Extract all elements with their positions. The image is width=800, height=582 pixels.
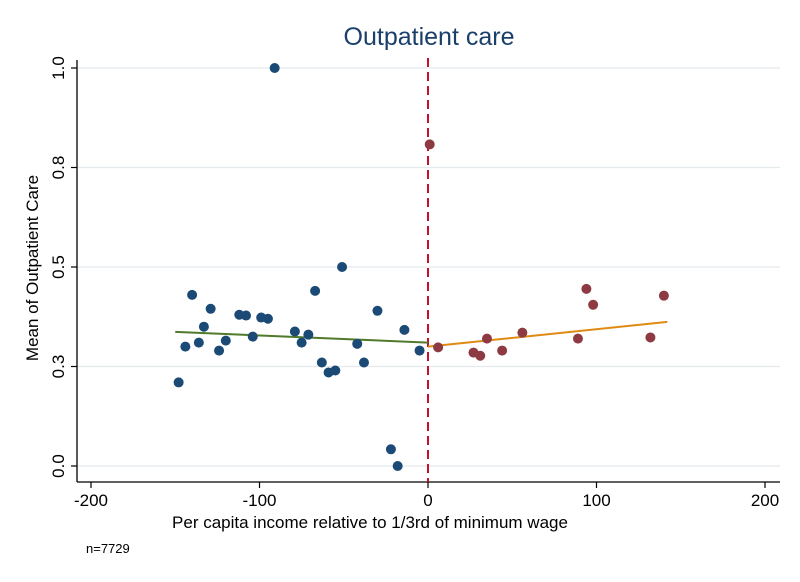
y-tick-label: 0.5 [49, 255, 68, 279]
left-data-point [352, 338, 363, 349]
y-tick-label: 0.8 [49, 156, 68, 180]
y-tick-label: 0.0 [49, 454, 68, 478]
chart-title: Outpatient care [344, 23, 515, 51]
right-data-point [424, 139, 435, 150]
left-data-point [198, 321, 209, 332]
left-data-point [296, 337, 307, 348]
left-data-point [310, 285, 321, 296]
right-data-point [658, 290, 669, 301]
left-data-point [180, 341, 191, 352]
left-data-point [372, 305, 383, 316]
left-fit-line [175, 330, 429, 344]
left-data-point [358, 357, 369, 368]
right-data-point [588, 299, 599, 310]
right-data-point [475, 350, 486, 361]
x-tick-label: -200 [74, 491, 108, 510]
sample-size-note: n=7729 [86, 541, 130, 556]
x-tick-label: 100 [582, 491, 610, 510]
right-fit-line [427, 320, 668, 348]
fit-lines [175, 320, 668, 348]
left-data-point [187, 289, 198, 300]
right-data-point [517, 327, 528, 338]
left-data-point [247, 331, 258, 342]
grid-lines [77, 67, 780, 467]
right-data-point [481, 333, 492, 344]
x-tick-label: 0 [423, 491, 432, 510]
right-data-point [645, 332, 656, 343]
right-data-point [433, 342, 444, 353]
left-data-point [205, 303, 216, 314]
right-data-point [497, 345, 508, 356]
left-data-point [241, 310, 252, 321]
left-data-point [414, 345, 425, 356]
left-data-point [214, 345, 225, 356]
left-data-point [392, 461, 403, 471]
left-data-point [337, 262, 348, 272]
left-data-point [262, 313, 273, 324]
x-tick-label: -100 [242, 491, 276, 510]
left-data-point [385, 444, 396, 455]
left-data-point [399, 324, 410, 335]
x-tick-label: 200 [751, 491, 779, 510]
left-data-point [330, 365, 341, 376]
left-data-point [303, 329, 314, 340]
left-data-point [220, 335, 231, 346]
left-data-point [269, 63, 280, 73]
left-data-point [173, 377, 184, 388]
y-tick-label: 1.0 [49, 56, 68, 80]
x-axis-label: Per capita income relative to 1/3rd of m… [172, 513, 568, 532]
y-axis-label: Mean of Outpatient Care [23, 175, 42, 361]
data-points [173, 63, 669, 471]
right-data-point [572, 333, 583, 344]
y-tick-label: 0.3 [49, 355, 68, 379]
left-data-point [289, 326, 300, 337]
right-data-point [581, 283, 592, 294]
left-data-point [193, 337, 204, 348]
ticks: 0.0 0.3 0.5 0.8 1.0 -200 -100 0 100 200 [49, 56, 779, 510]
left-data-point [316, 357, 327, 368]
